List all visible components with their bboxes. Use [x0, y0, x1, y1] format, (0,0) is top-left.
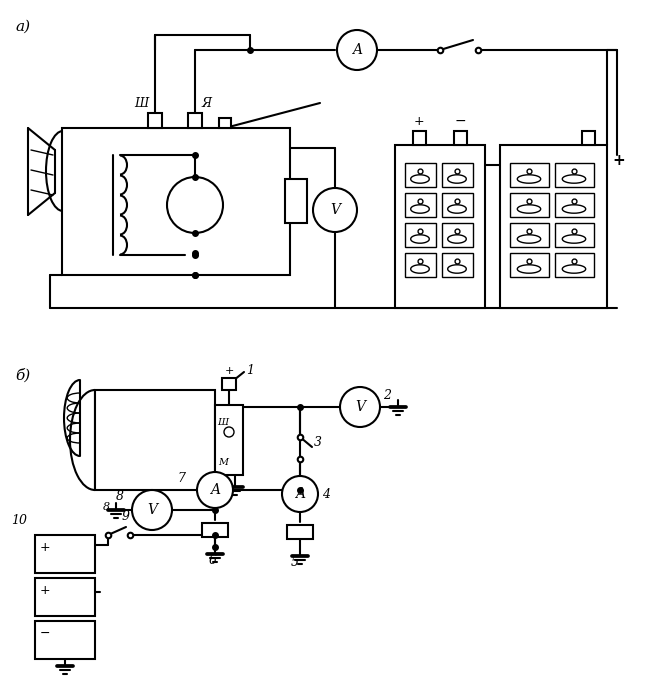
Text: 3: 3: [314, 436, 322, 449]
Text: 8: 8: [103, 502, 110, 512]
Circle shape: [340, 387, 380, 427]
Text: 4: 4: [322, 488, 330, 501]
Bar: [510, 163, 549, 187]
Text: 2: 2: [383, 388, 391, 401]
Circle shape: [282, 476, 318, 512]
Text: М: М: [218, 458, 228, 466]
Bar: [500, 145, 607, 308]
Text: 9: 9: [122, 510, 130, 523]
Circle shape: [313, 188, 357, 232]
Text: Ш: Ш: [218, 417, 229, 427]
Bar: [405, 253, 436, 277]
Bar: [95, 390, 215, 490]
Bar: [148, 113, 162, 128]
Bar: [285, 179, 307, 223]
Text: а): а): [15, 20, 30, 34]
Circle shape: [224, 427, 234, 437]
Bar: [555, 253, 594, 277]
Bar: [442, 163, 473, 187]
Text: +: +: [612, 153, 625, 168]
Circle shape: [167, 177, 223, 233]
Text: A: A: [352, 43, 362, 57]
Bar: [413, 131, 426, 145]
Bar: [35, 578, 95, 616]
Bar: [454, 131, 467, 145]
Bar: [202, 523, 228, 537]
Bar: [510, 253, 549, 277]
Bar: [555, 223, 594, 247]
Bar: [188, 113, 202, 128]
Text: 7: 7: [177, 471, 185, 484]
Text: −: −: [40, 627, 50, 640]
Bar: [405, 163, 436, 187]
Text: б): б): [15, 368, 31, 382]
Bar: [442, 193, 473, 217]
Bar: [395, 145, 485, 308]
Bar: [555, 193, 594, 217]
Bar: [219, 118, 231, 128]
Bar: [442, 223, 473, 247]
Text: Я: Я: [202, 97, 212, 110]
Bar: [222, 378, 236, 390]
Bar: [582, 131, 595, 145]
Bar: [555, 163, 594, 187]
Text: V: V: [355, 400, 365, 414]
Text: V: V: [330, 203, 340, 217]
Bar: [35, 621, 95, 659]
Text: Ш: Ш: [134, 97, 148, 110]
Text: 10: 10: [11, 514, 27, 527]
Text: +: +: [40, 541, 50, 554]
Bar: [510, 193, 549, 217]
Text: V: V: [147, 503, 157, 517]
Text: +: +: [224, 366, 234, 376]
Text: +: +: [40, 584, 50, 597]
Circle shape: [197, 472, 233, 508]
Text: 5: 5: [291, 556, 299, 569]
Text: 6: 6: [209, 554, 217, 567]
Text: −: −: [454, 114, 466, 128]
Bar: [287, 525, 313, 539]
Circle shape: [337, 30, 377, 70]
Bar: [215, 405, 243, 475]
Bar: [510, 223, 549, 247]
Bar: [405, 223, 436, 247]
Bar: [442, 253, 473, 277]
Circle shape: [132, 490, 172, 530]
Text: +: +: [413, 115, 424, 128]
Text: A: A: [210, 483, 220, 497]
Text: 8: 8: [116, 490, 124, 503]
Text: A: A: [295, 487, 305, 501]
Bar: [35, 535, 95, 573]
Bar: [405, 193, 436, 217]
Bar: [62, 128, 290, 275]
Text: 1: 1: [246, 364, 254, 377]
